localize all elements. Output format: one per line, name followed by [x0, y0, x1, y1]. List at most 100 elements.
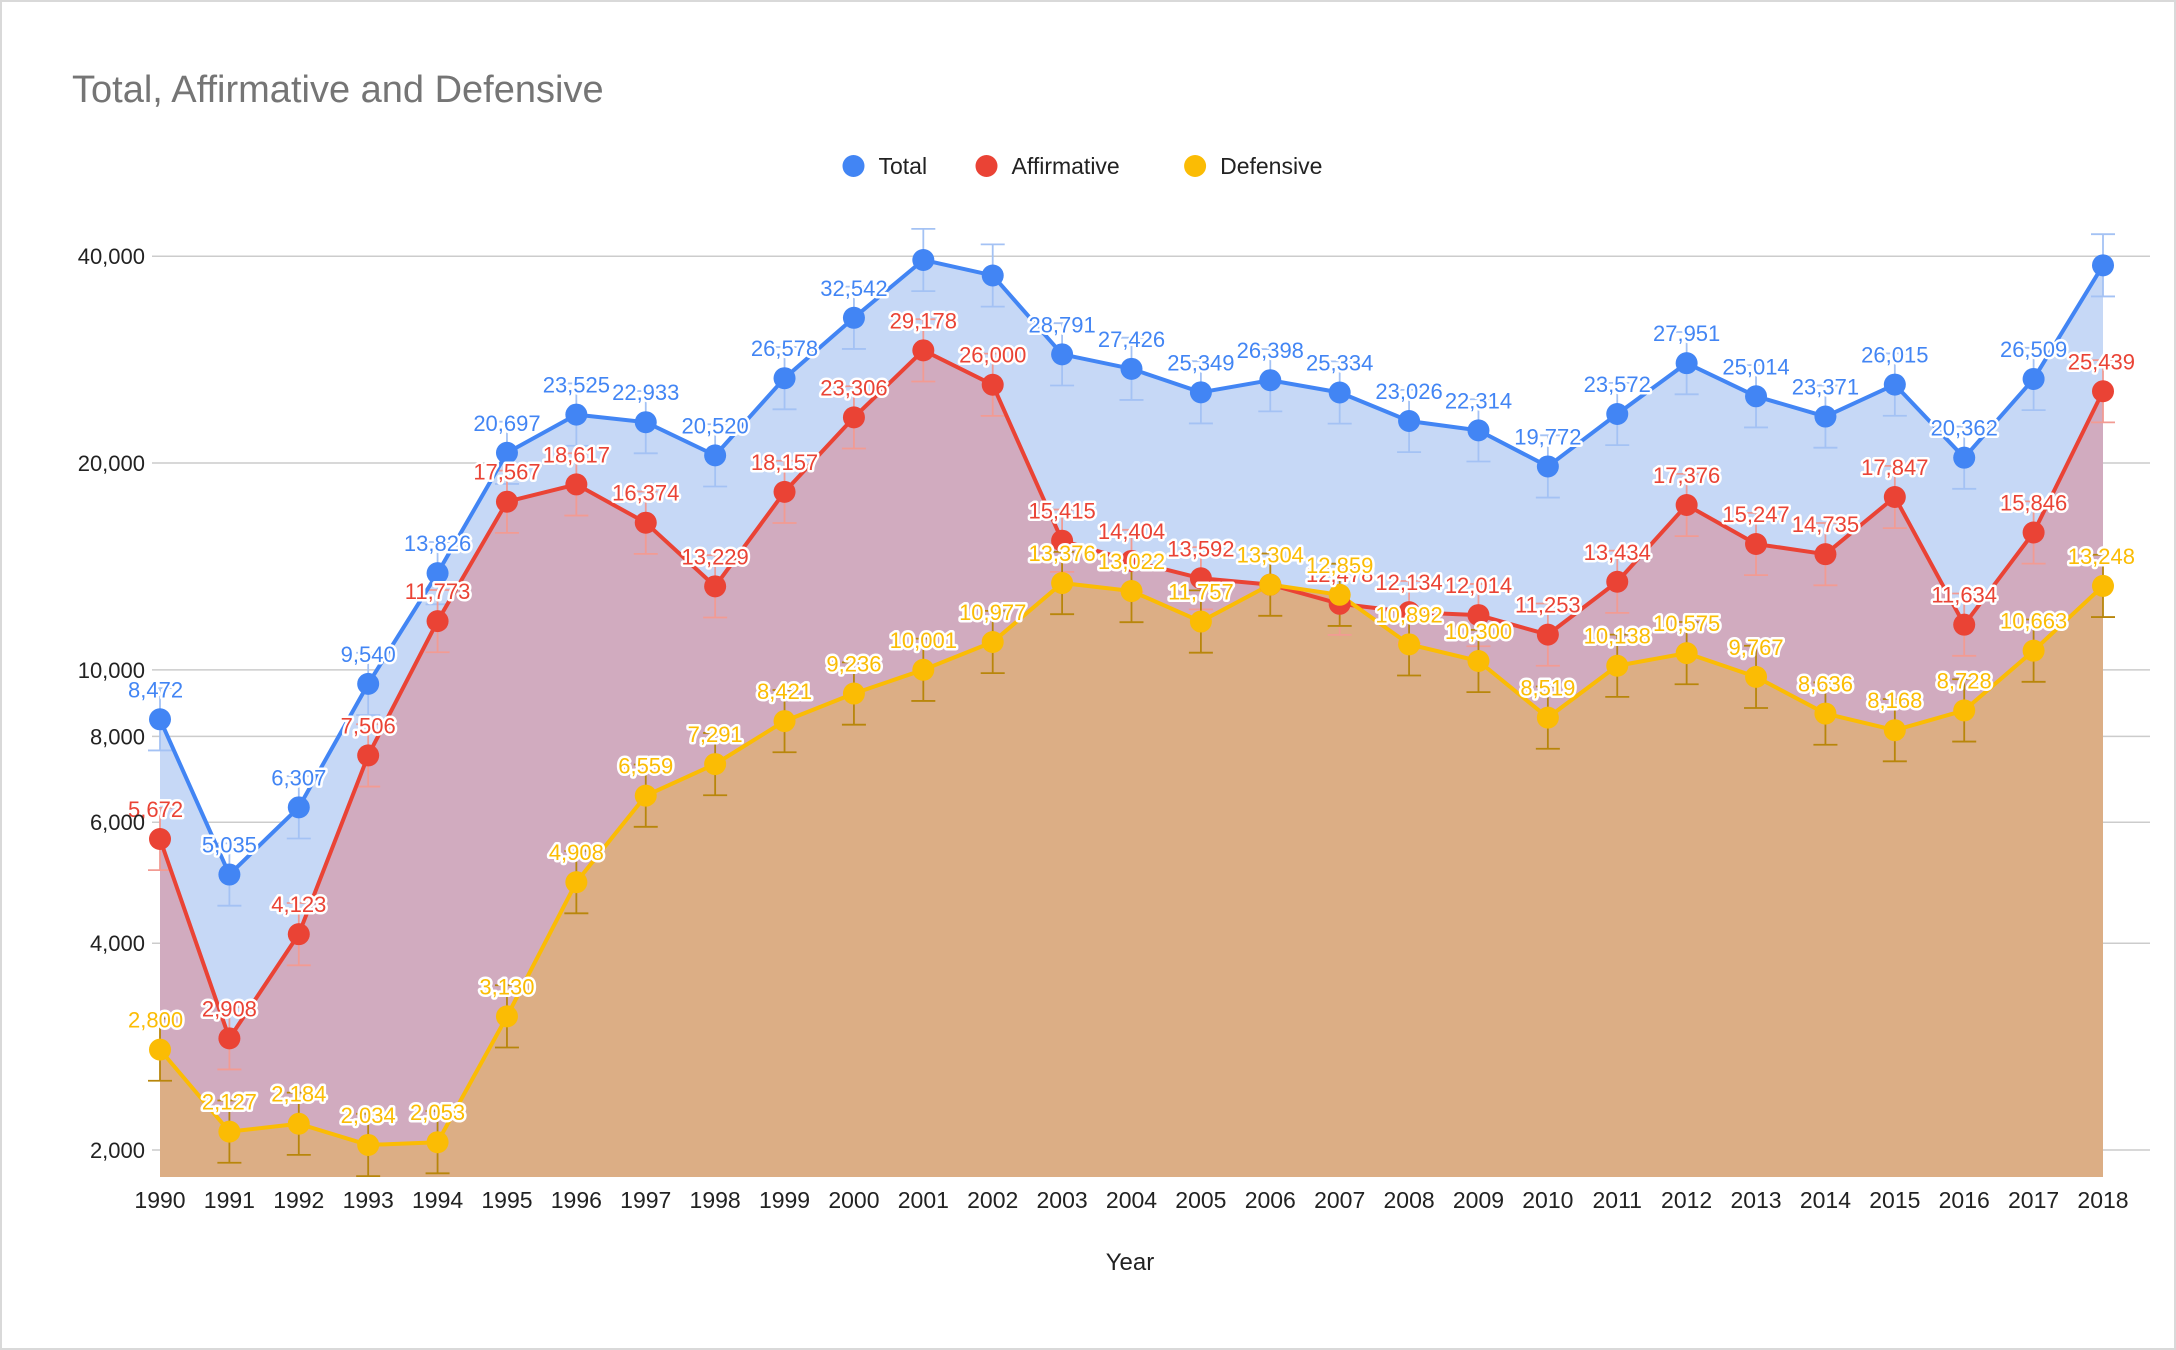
- data-label-defensive: 12,859: [1306, 553, 1373, 578]
- point-total: [1745, 385, 1768, 408]
- point-defensive: [1536, 706, 1559, 729]
- data-label-affirmative: 14,404: [1098, 519, 1165, 544]
- data-label-affirmative: 14,735: [1792, 512, 1859, 537]
- point-affirmative: [1745, 532, 1768, 555]
- data-label-affirmative: 23,306: [820, 375, 887, 400]
- x-tick-label: 2015: [1869, 1187, 1920, 1213]
- x-tick-label: 1991: [204, 1187, 255, 1213]
- data-label-total: 20,697: [473, 411, 540, 436]
- data-label-total: 26,578: [751, 336, 818, 361]
- point-total: [1536, 455, 1559, 478]
- point-defensive: [1051, 572, 1074, 595]
- data-label-total: 25,349: [1167, 350, 1234, 375]
- legend: Total Affirmative Defensive: [842, 153, 1322, 179]
- point-affirmative: [2092, 380, 2114, 403]
- point-affirmative: [426, 610, 449, 633]
- data-label-affirmative: 2,908: [202, 996, 257, 1021]
- x-tick-label: 2009: [1453, 1187, 1504, 1213]
- point-total: [1328, 381, 1351, 404]
- x-tick-label: 2000: [828, 1187, 879, 1213]
- x-tick-label: 1993: [343, 1187, 394, 1213]
- data-label-defensive: 9,236: [826, 652, 881, 677]
- point-affirmative: [1675, 493, 1698, 516]
- point-defensive: [1467, 650, 1490, 673]
- x-tick-label: 2005: [1175, 1187, 1226, 1213]
- legend-item-affirmative: Affirmative: [975, 153, 1120, 179]
- point-affirmative: [495, 490, 518, 513]
- data-label-total: 26,398: [1237, 338, 1304, 363]
- x-tick-label: 2004: [1106, 1187, 1157, 1213]
- data-label-affirmative: 11,253: [1515, 593, 1581, 618]
- point-defensive: [2022, 639, 2045, 662]
- point-total: [2022, 367, 2045, 390]
- point-total: [565, 403, 588, 426]
- chart-title: Total, Affirmative and Defensive: [72, 69, 604, 111]
- data-label-defensive: 2,034: [341, 1103, 396, 1128]
- data-label-defensive: 10,663: [2000, 609, 2067, 634]
- point-defensive: [912, 658, 935, 681]
- x-tick-label: 2012: [1661, 1187, 1712, 1213]
- point-affirmative: [1051, 529, 1074, 552]
- data-label-defensive: 8,728: [1937, 668, 1992, 693]
- x-tick-label: 2008: [1383, 1187, 1434, 1213]
- data-label-defensive: 4,908: [549, 840, 604, 865]
- y-tick-label: 8,000: [90, 724, 145, 749]
- data-label-total: 23,371: [1792, 375, 1859, 400]
- data-label-total: 27,426: [1098, 327, 1165, 352]
- data-label-total: 13,826: [404, 531, 471, 556]
- legend-label: Total: [879, 153, 928, 179]
- x-tick-label: 2011: [1593, 1187, 1642, 1213]
- point-defensive: [634, 784, 657, 807]
- data-label-defensive: 2,127: [202, 1090, 257, 1115]
- data-label-total: 23,572: [1584, 372, 1651, 397]
- x-tick-label: 1995: [481, 1187, 532, 1213]
- point-affirmative: [2022, 521, 2045, 544]
- point-defensive: [1120, 580, 1143, 603]
- data-label-total: 27,951: [1653, 321, 1720, 346]
- point-affirmative: [1883, 486, 1906, 509]
- point-total: [1814, 405, 1837, 428]
- data-label-defensive: 8,519: [1520, 676, 1575, 701]
- point-total: [218, 863, 241, 886]
- data-label-defensive: 10,977: [959, 600, 1026, 625]
- point-total: [1675, 352, 1698, 375]
- data-label-total: 20,520: [681, 413, 748, 438]
- point-total: [842, 306, 865, 329]
- legend-marker: [1184, 155, 1207, 177]
- point-total: [2092, 254, 2114, 277]
- point-affirmative: [1467, 604, 1490, 627]
- point-affirmative: [981, 373, 1004, 396]
- point-defensive: [287, 1112, 310, 1135]
- x-axis-title: Year: [1106, 1249, 1155, 1276]
- x-axis-ticks: 1990 1991 1992 1993 1994 1995 1996 1997 1998 1999…: [134, 1187, 2128, 1213]
- data-label-affirmative: 17,376: [1653, 463, 1720, 488]
- point-total: [704, 444, 727, 467]
- x-tick-label: 2014: [1800, 1187, 1851, 1213]
- data-label-defensive: 10,892: [1375, 602, 1442, 627]
- point-total: [912, 248, 935, 271]
- point-total: [149, 708, 171, 731]
- data-label-defensive: 8,421: [757, 679, 812, 704]
- data-label-defensive: 8,168: [1867, 688, 1922, 713]
- data-label-total: 28,791: [1028, 312, 1095, 337]
- data-label-defensive: 2,800: [128, 1008, 183, 1033]
- point-defensive: [1328, 583, 1351, 606]
- point-affirmative: [704, 575, 727, 598]
- data-label-affirmative: 11,773: [405, 579, 471, 604]
- data-label-affirmative: 15,247: [1722, 502, 1789, 527]
- data-label-affirmative: 13,434: [1584, 540, 1651, 565]
- point-defensive: [704, 753, 727, 776]
- point-total: [1606, 402, 1629, 425]
- x-tick-label: 2007: [1314, 1187, 1365, 1213]
- legend-label: Affirmative: [1012, 153, 1120, 179]
- data-label-affirmative: 12,478: [1306, 562, 1373, 587]
- point-defensive: [981, 631, 1004, 654]
- point-affirmative: [1814, 543, 1837, 566]
- point-total: [1953, 446, 1976, 469]
- x-tick-label: 1992: [273, 1187, 324, 1213]
- point-defensive: [1259, 573, 1282, 596]
- data-label-affirmative: 4,123: [271, 892, 326, 917]
- y-tick-label: 2,000: [90, 1138, 145, 1163]
